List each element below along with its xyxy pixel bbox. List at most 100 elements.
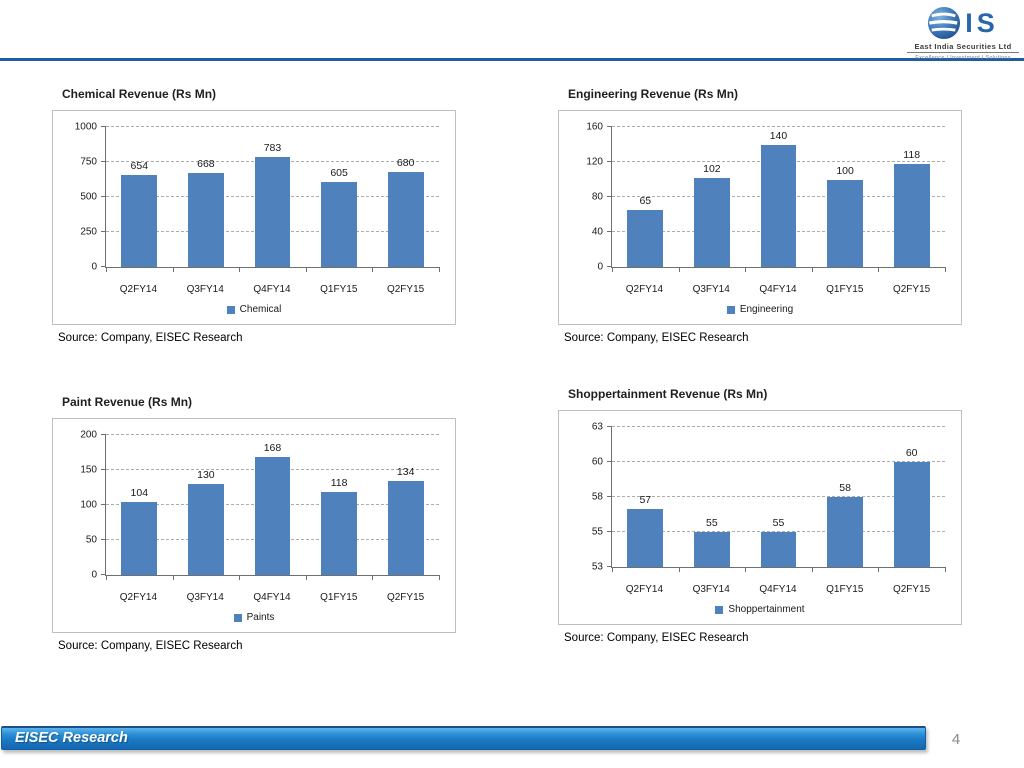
x-tick-mark	[678, 267, 680, 272]
x-tick-mark	[945, 567, 946, 572]
bar-value-label: 118	[903, 148, 921, 161]
y-tick-mark	[101, 231, 106, 232]
source-note: Source: Company, EISEC Research	[58, 332, 243, 344]
bar	[187, 484, 224, 575]
plot-area: 0 250 500 750 1000 654 668 783 605 680	[75, 122, 440, 273]
bar-cell: 130	[173, 435, 240, 575]
globe-stripe	[931, 12, 957, 18]
legend: Engineering	[559, 304, 961, 315]
eis-globe-icon	[928, 6, 961, 40]
logo-company-name: East India Securities Ltd	[907, 42, 1019, 53]
y-tick-mark	[101, 504, 106, 505]
bar-cell: 65	[612, 127, 679, 267]
x-tick-mark	[945, 267, 946, 272]
bar-value-label: 134	[396, 466, 415, 479]
y-tick-mark	[101, 161, 106, 162]
bar-cell: 118	[878, 127, 945, 267]
x-tick-label: Q3FY14	[692, 584, 730, 595]
bar-cell: 140	[745, 127, 812, 267]
legend-label: Chemical	[239, 304, 282, 315]
y-tick-mark	[607, 196, 612, 197]
y-tick-mark	[607, 496, 612, 497]
source-note: Source: Company, EISEC Research	[58, 640, 243, 652]
bars-row: 104 130 168 118 134	[106, 435, 439, 575]
gridline	[612, 461, 945, 462]
bar-cell: 55	[745, 427, 812, 567]
bar-value-label: 783	[263, 142, 282, 155]
gridline	[612, 531, 945, 532]
bar	[254, 157, 291, 267]
plot-area: 0 40 80 120 160 65 102 140 100 118	[586, 122, 946, 273]
x-tick-label: Q4FY14	[253, 284, 291, 295]
source-note: Source: Company, EISEC Research	[564, 332, 749, 344]
bars-row: 65 102 140 100 118	[612, 127, 945, 267]
bar-cell: 55	[679, 427, 746, 567]
bar-value-label: 168	[263, 442, 282, 455]
y-tick-label: 500	[80, 191, 97, 203]
y-tick-mark	[607, 531, 612, 532]
x-tick-mark	[439, 575, 440, 580]
x-tick-label: Q2FY14	[625, 584, 664, 595]
y-tick-mark	[607, 461, 612, 462]
y-tick-label: 63	[591, 421, 603, 433]
x-tick-mark	[878, 267, 880, 272]
y-tick-label: 58	[591, 491, 603, 503]
x-labels-row: Q2FY14 Q3FY14 Q4FY14 Q1FY15 Q2FY15	[611, 284, 945, 295]
x-tick-label: Q2FY14	[625, 284, 664, 295]
gridline	[612, 496, 945, 497]
eis-logo: IS East India Securities Ltd Excellence …	[907, 5, 1019, 61]
bar-value-label: 118	[330, 477, 348, 490]
x-labels-row: Q2FY14 Q3FY14 Q4FY14 Q1FY15 Q2FY15	[105, 284, 439, 295]
x-tick-mark	[106, 575, 107, 580]
bar-cell: 102	[679, 127, 746, 267]
x-tick-mark	[439, 267, 440, 272]
x-tick-mark	[612, 267, 613, 272]
y-tick-mark	[101, 126, 106, 127]
x-tick-label: Q1FY15	[320, 284, 358, 295]
x-tick-mark	[372, 267, 374, 272]
legend: Paints	[53, 612, 455, 623]
bar	[321, 492, 358, 575]
bar-cell: 57	[612, 427, 679, 567]
bar-cell: 605	[306, 127, 373, 267]
bar	[827, 179, 864, 267]
chart-plot: 0 40 80 120 160 65 102 140 100 118 Q2FY14 Q3FY14 Q4F…	[558, 110, 962, 325]
legend-swatch-icon	[226, 305, 235, 314]
bar	[627, 210, 664, 267]
y-tick-label: 150	[80, 464, 97, 476]
y-tick-label: 40	[591, 226, 603, 238]
footer-bar: EISEC Research	[1, 726, 926, 750]
legend: Chemical	[53, 304, 455, 315]
bar-value-label: 130	[197, 469, 215, 481]
legend-swatch-icon	[715, 605, 724, 614]
plot-area: 0 50 100 150 200 104 130 168 118 134	[80, 430, 440, 581]
bar-value-label: 100	[836, 164, 854, 177]
chart-plot: 53 55 58 60 63 57 55 55 58 60 Q2FY14 Q3FY14 Q4FY14 Q1…	[558, 410, 962, 625]
legend-label: Engineering	[739, 304, 794, 315]
bars-row: 57 55 55 58 60	[612, 427, 945, 567]
x-labels-row: Q2FY14 Q3FY14 Q4FY14 Q1FY15 Q2FY15	[105, 592, 439, 603]
gridline	[106, 434, 439, 435]
y-tick-label: 50	[85, 534, 97, 546]
x-tick-mark	[172, 575, 174, 580]
x-tick-mark	[811, 267, 813, 272]
bar	[760, 532, 797, 567]
y-tick-label: 0	[91, 569, 97, 581]
bar-cell: 134	[372, 435, 439, 575]
x-tick-mark	[878, 567, 880, 572]
y-tick-mark	[607, 426, 612, 427]
y-tick-label: 100	[80, 499, 97, 511]
engineering-revenue-chart: Engineering Revenue (Rs Mn) 0 40 80 120 160 6…	[558, 86, 962, 344]
y-tick-label: 53	[591, 561, 603, 573]
x-tick-mark	[106, 267, 107, 272]
bar	[693, 532, 730, 567]
bar-cell: 783	[239, 127, 306, 267]
chemical-revenue-chart: Chemical Revenue (Rs Mn) 0 250 500 750 1000 6…	[52, 86, 456, 344]
x-tick-mark	[745, 567, 747, 572]
bar-value-label: 58	[839, 482, 851, 494]
x-tick-mark	[305, 267, 307, 272]
bar-value-label: 605	[330, 167, 348, 180]
x-tick-mark	[372, 575, 374, 580]
y-tick-label: 120	[586, 156, 603, 168]
